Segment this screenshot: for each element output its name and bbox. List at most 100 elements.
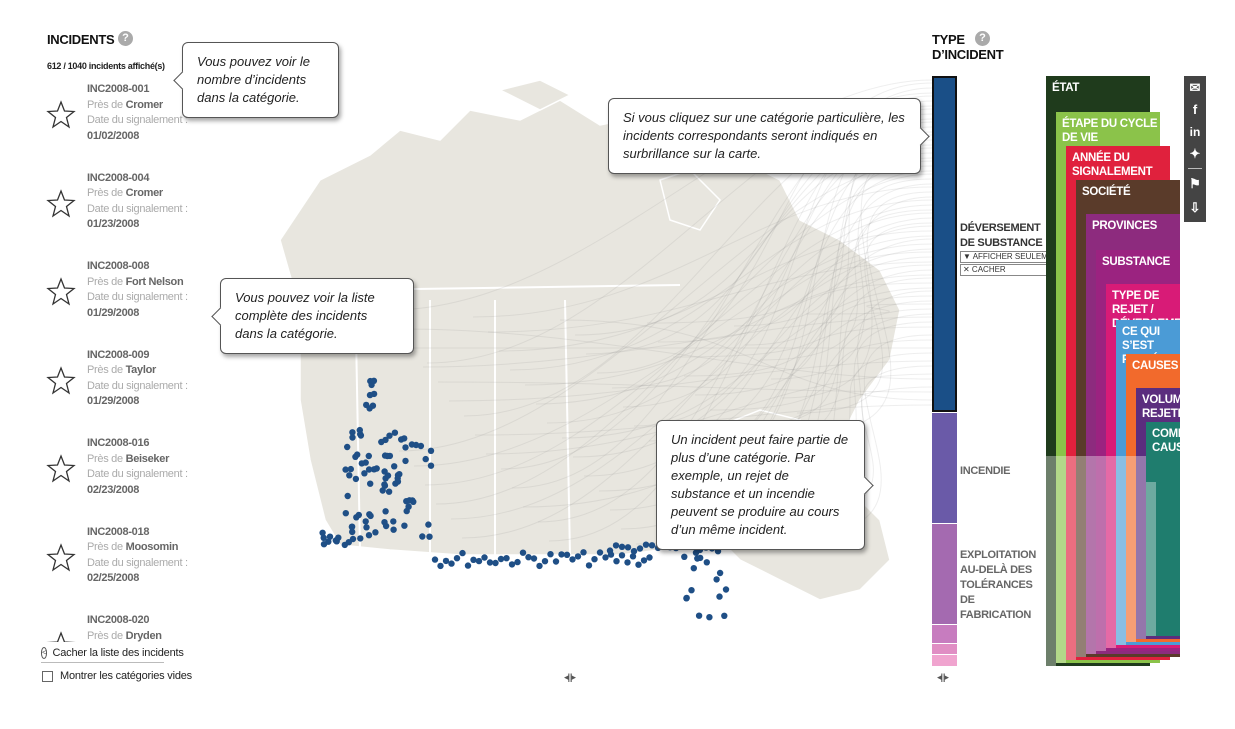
incident-dots[interactable]: [319, 377, 730, 621]
incident-dot[interactable]: [366, 511, 373, 518]
star-icon[interactable]: [46, 454, 76, 484]
incident-dot[interactable]: [547, 551, 554, 558]
category-label-spill[interactable]: DÉVERSEMENT DE SUBSTANCE: [960, 221, 1043, 251]
incident-dot[interactable]: [636, 545, 644, 552]
incident-dot[interactable]: [618, 543, 626, 550]
incident-dot[interactable]: [349, 429, 356, 436]
incident-dot[interactable]: [357, 535, 364, 542]
incident-dot[interactable]: [378, 438, 385, 446]
incident-dot[interactable]: [385, 488, 393, 495]
category-filter-menu[interactable]: ▼ AFFICHER SEULEMENT ✕ CACHER: [960, 251, 1068, 277]
checkbox-icon[interactable]: [42, 670, 53, 682]
incident-dot[interactable]: [692, 549, 700, 556]
incident-dot[interactable]: [422, 455, 429, 463]
incident-dot[interactable]: [525, 554, 532, 561]
incident-dot[interactable]: [352, 475, 360, 483]
star-icon[interactable]: [46, 277, 76, 307]
incident-dot[interactable]: [358, 460, 365, 467]
incident-dot[interactable]: [344, 492, 351, 500]
star-icon[interactable]: [46, 365, 76, 396]
incident-dot[interactable]: [401, 522, 408, 529]
show-empty-categories-toggle[interactable]: Montrer les catégories vides: [42, 670, 192, 682]
star-icon[interactable]: [46, 100, 76, 130]
incident-dot[interactable]: [349, 528, 356, 536]
incident-dot[interactable]: [390, 518, 397, 525]
incident-dot[interactable]: [459, 549, 466, 557]
dimension-stack[interactable]: ÉTAT ÉTAPE DU CYCLE DE VIE ANNÉE DU SIGNAL…: [1040, 76, 1180, 666]
category-segment-fire[interactable]: [932, 413, 957, 523]
incident-dot[interactable]: [569, 556, 576, 563]
bookmark-icon[interactable]: ⚑: [1189, 176, 1201, 191]
incident-dot[interactable]: [381, 481, 388, 488]
incident-dot[interactable]: [394, 478, 402, 485]
incident-dot[interactable]: [492, 559, 499, 567]
incident-dot[interactable]: [585, 562, 593, 569]
incident-dot[interactable]: [425, 521, 432, 528]
incident-dot[interactable]: [541, 558, 549, 565]
incident-dot[interactable]: [453, 555, 461, 562]
incident-dot[interactable]: [464, 562, 472, 569]
incident-dot[interactable]: [706, 614, 713, 621]
incident-item[interactable]: INC2008-008 Près de Fort Nelson Date du si…: [44, 259, 204, 339]
incident-dot[interactable]: [574, 553, 582, 560]
incident-dot[interactable]: [417, 442, 425, 450]
incident-dot[interactable]: [612, 542, 620, 549]
incident-dot[interactable]: [558, 551, 565, 558]
category-segment-tolerance[interactable]: [932, 524, 957, 624]
incident-dot[interactable]: [370, 466, 378, 473]
incident-dot[interactable]: [406, 497, 413, 504]
incident-dot[interactable]: [596, 549, 604, 556]
incident-dot[interactable]: [514, 558, 521, 566]
incident-dot[interactable]: [635, 561, 642, 568]
incident-dot[interactable]: [353, 514, 360, 521]
incident-dot[interactable]: [519, 549, 527, 556]
incident-dot[interactable]: [369, 402, 377, 409]
incident-dot[interactable]: [405, 503, 412, 510]
incident-dot[interactable]: [342, 510, 349, 517]
incident-dot[interactable]: [431, 556, 439, 563]
incident-dot[interactable]: [427, 447, 435, 454]
incident-dot[interactable]: [320, 534, 327, 541]
incident-dot[interactable]: [642, 541, 650, 548]
star-icon[interactable]: [46, 631, 76, 642]
incident-dot[interactable]: [426, 533, 433, 540]
linkedin-icon[interactable]: in: [1189, 125, 1201, 139]
incident-dot[interactable]: [681, 553, 688, 560]
incident-dot[interactable]: [602, 554, 609, 561]
incident-dot[interactable]: [362, 518, 369, 525]
incident-dot[interactable]: [361, 470, 368, 477]
incident-dot[interactable]: [448, 560, 455, 567]
dimension-column[interactable]: COMPOSANT CAUSE: [1146, 422, 1180, 636]
twitter-icon[interactable]: ✦: [1189, 146, 1201, 161]
email-icon[interactable]: ✉: [1189, 80, 1201, 95]
incident-dot[interactable]: [470, 556, 477, 563]
incident-dot[interactable]: [683, 594, 690, 602]
incident-dot[interactable]: [629, 553, 637, 560]
facebook-icon[interactable]: f: [1192, 102, 1198, 117]
incident-dot[interactable]: [716, 593, 723, 600]
incident-dot[interactable]: [366, 391, 374, 399]
incident-item[interactable]: INC2008-016 Près de Beiseker Date du signa…: [44, 436, 204, 516]
incident-dot[interactable]: [716, 569, 724, 577]
incident-dot[interactable]: [503, 555, 510, 562]
incident-dot[interactable]: [365, 466, 373, 473]
incident-dot[interactable]: [591, 556, 598, 563]
incident-dot[interactable]: [552, 558, 560, 565]
incident-dot[interactable]: [319, 529, 326, 536]
incident-dot[interactable]: [536, 562, 543, 570]
category-resize-handle[interactable]: ◂|||▸: [937, 672, 949, 682]
category-segment-other-2[interactable]: [932, 644, 957, 654]
star-icon[interactable]: [46, 188, 76, 219]
incident-dot[interactable]: [346, 472, 353, 479]
incident-dot[interactable]: [580, 549, 587, 556]
category-segment-other-3[interactable]: [932, 655, 957, 666]
incident-dot[interactable]: [618, 552, 626, 559]
incident-dot[interactable]: [391, 463, 398, 470]
incident-dot[interactable]: [365, 532, 373, 539]
incident-dot[interactable]: [624, 559, 631, 566]
incident-dot[interactable]: [347, 465, 354, 473]
incident-list[interactable]: INC2008-001 Près de Cromer Date du signale…: [44, 82, 204, 642]
category-help-icon[interactable]: ?: [975, 31, 990, 46]
incident-item[interactable]: INC2008-004 Près de Cromer Date du signale…: [44, 171, 204, 251]
incident-dot[interactable]: [379, 487, 386, 494]
